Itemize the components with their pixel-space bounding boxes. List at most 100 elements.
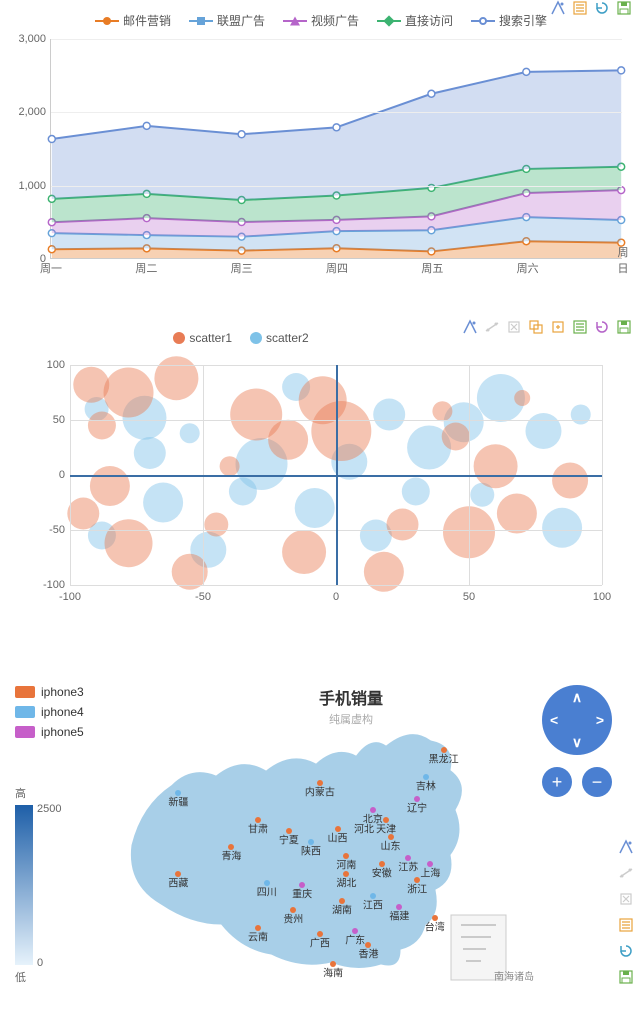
save-icon[interactable]: [616, 319, 632, 335]
zoom-out-button[interactable]: −: [582, 767, 612, 797]
visual-map-min: 0: [37, 957, 43, 969]
save-icon[interactable]: [616, 0, 632, 16]
data-view-icon[interactable]: [572, 319, 588, 335]
province-dot[interactable]: [330, 961, 336, 967]
map-legend-item[interactable]: iphone4: [15, 705, 84, 719]
province-dot[interactable]: [264, 880, 270, 886]
dpad-right-icon[interactable]: >: [596, 712, 604, 728]
visual-map-bar[interactable]: [15, 805, 33, 965]
bubble[interactable]: [514, 390, 530, 406]
bubble[interactable]: [387, 509, 419, 541]
mark-icon[interactable]: [618, 839, 634, 855]
bubble[interactable]: [442, 423, 470, 451]
bubble[interactable]: [204, 513, 228, 537]
restore-icon[interactable]: [618, 943, 634, 959]
bubble[interactable]: [154, 356, 198, 400]
province-dot[interactable]: [396, 904, 402, 910]
save-icon[interactable]: [618, 969, 634, 985]
data-view-icon[interactable]: [572, 0, 588, 16]
bubble[interactable]: [402, 478, 430, 506]
mark-clear-icon[interactable]: [506, 319, 522, 335]
province-dot[interactable]: [370, 807, 376, 813]
bubble[interactable]: [571, 405, 591, 425]
bubble[interactable]: [180, 423, 200, 443]
legend-item[interactable]: 邮件营销: [95, 12, 171, 29]
province-dot[interactable]: [365, 942, 371, 948]
bubble[interactable]: [104, 368, 154, 418]
bubble[interactable]: [474, 444, 518, 488]
bubble[interactable]: [88, 412, 116, 440]
province-dot[interactable]: [441, 747, 447, 753]
bubble[interactable]: [220, 456, 240, 476]
bubble[interactable]: [268, 420, 308, 460]
mark-clear-icon[interactable]: [618, 891, 634, 907]
bubble[interactable]: [282, 530, 326, 574]
bubble[interactable]: [373, 399, 405, 431]
province-dot[interactable]: [299, 882, 305, 888]
bubble[interactable]: [552, 463, 588, 499]
zoom-icon[interactable]: [528, 319, 544, 335]
zoom-in-button[interactable]: +: [542, 767, 572, 797]
province-dot[interactable]: [339, 898, 345, 904]
province-dot[interactable]: [317, 780, 323, 786]
province-dot[interactable]: [286, 828, 292, 834]
legend-label: 视频广告: [311, 12, 359, 29]
bubble[interactable]: [105, 519, 153, 567]
bubble[interactable]: [90, 466, 130, 506]
legend-item[interactable]: 直接访问: [377, 12, 453, 29]
province-dot[interactable]: [427, 861, 433, 867]
legend-item[interactable]: scatter2: [250, 331, 309, 345]
mark-icon[interactable]: [550, 0, 566, 16]
bubble[interactable]: [295, 488, 335, 528]
map-legend-item[interactable]: iphone5: [15, 725, 84, 739]
bubble[interactable]: [542, 508, 582, 548]
province-dot[interactable]: [383, 817, 389, 823]
restore-icon[interactable]: [594, 0, 610, 16]
province-dot[interactable]: [343, 871, 349, 877]
dpad-up-icon[interactable]: ∧: [572, 689, 582, 706]
mark-icon[interactable]: [462, 319, 478, 335]
bubble[interactable]: [67, 498, 99, 530]
legend-item[interactable]: scatter1: [173, 331, 232, 345]
mark-line-icon[interactable]: [484, 319, 500, 335]
province-dot[interactable]: [255, 925, 261, 931]
bubble[interactable]: [497, 494, 537, 534]
map-legend-item[interactable]: iphone3: [15, 685, 84, 699]
bubble[interactable]: [432, 401, 452, 421]
dpad-down-icon[interactable]: ∨: [572, 734, 582, 751]
province-dot[interactable]: [228, 844, 234, 850]
province-dot[interactable]: [343, 853, 349, 859]
province-dot[interactable]: [308, 839, 314, 845]
legend-item[interactable]: 搜索引擎: [471, 12, 547, 29]
bubble[interactable]: [73, 367, 109, 403]
province-dot[interactable]: [255, 817, 261, 823]
bubble[interactable]: [143, 483, 183, 523]
province-dot[interactable]: [290, 907, 296, 913]
bubble[interactable]: [311, 401, 371, 461]
province-dot[interactable]: [414, 796, 420, 802]
restore-icon[interactable]: [594, 319, 610, 335]
bubble[interactable]: [134, 437, 166, 469]
mark-line-icon[interactable]: [618, 865, 634, 881]
map-dpad[interactable]: ∧ ∨ < >: [542, 685, 612, 755]
dpad-left-icon[interactable]: <: [550, 712, 558, 728]
province-dot[interactable]: [175, 790, 181, 796]
legend-item[interactable]: 联盟广告: [189, 12, 265, 29]
province-dot[interactable]: [388, 834, 394, 840]
data-view-icon[interactable]: [618, 917, 634, 933]
province-dot[interactable]: [317, 931, 323, 937]
province-dot[interactable]: [370, 893, 376, 899]
bubble[interactable]: [525, 413, 561, 449]
province-dot[interactable]: [175, 871, 181, 877]
province-dot[interactable]: [352, 928, 358, 934]
province-dot[interactable]: [423, 774, 429, 780]
map-canvas[interactable]: 南海诸岛 新疆西藏甘肃青海内蒙古黑龙江吉林辽宁北京天津河北山西陕西宁夏山东河南江…: [90, 715, 532, 985]
province-dot[interactable]: [432, 915, 438, 921]
legend-item[interactable]: 视频广告: [283, 12, 359, 29]
zoom-reset-icon[interactable]: [550, 319, 566, 335]
province-dot[interactable]: [405, 855, 411, 861]
province-dot[interactable]: [335, 826, 341, 832]
province-dot[interactable]: [379, 861, 385, 867]
bubble[interactable]: [229, 478, 257, 506]
province-dot[interactable]: [414, 877, 420, 883]
